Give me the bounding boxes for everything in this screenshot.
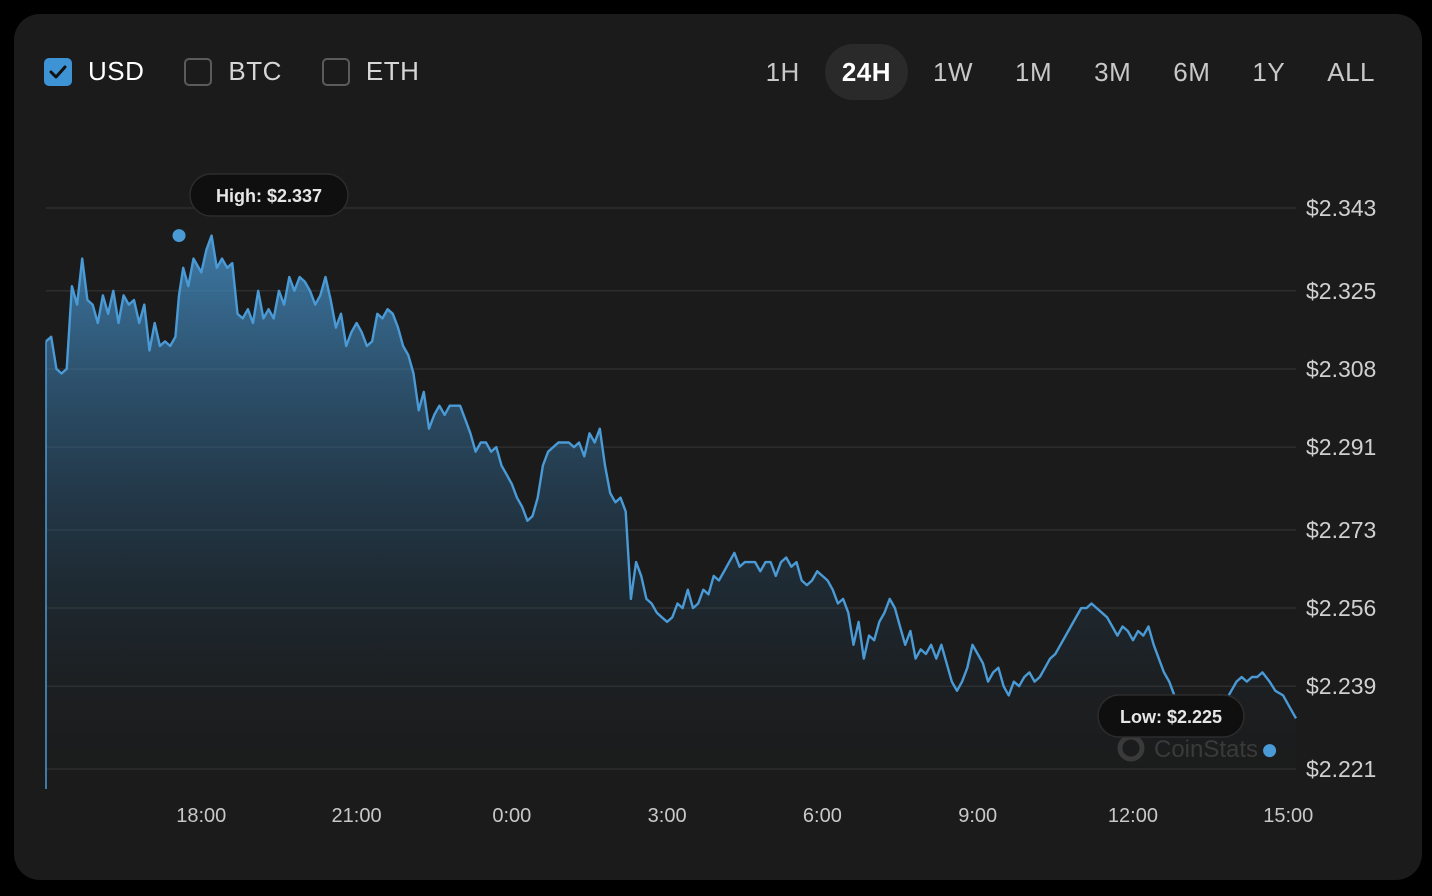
checkbox-empty-icon bbox=[184, 57, 213, 86]
range-6m-button[interactable]: 6M bbox=[1173, 56, 1211, 87]
range-1h-button[interactable]: 1H bbox=[765, 56, 800, 87]
y-tick-label: $2.343 bbox=[1306, 195, 1376, 221]
currency-label: USD bbox=[88, 56, 145, 86]
currency-label: ETH bbox=[365, 56, 420, 86]
x-tick-label: 12:00 bbox=[1108, 805, 1158, 827]
x-tick-label: 6:00 bbox=[803, 805, 842, 827]
x-tick-label: 21:00 bbox=[332, 805, 382, 827]
price-chart-card: USD BTC ETH 1H 24H 1W 1M 3M 6M 1Y ALL bbox=[14, 14, 1422, 880]
watermark-text: CoinStats bbox=[1154, 736, 1258, 763]
x-tick-label: 15:00 bbox=[1263, 805, 1313, 827]
time-range-selector: 1H 24H 1W 1M 3M 6M 1Y ALL bbox=[741, 44, 1392, 100]
high-low-markers: High: $2.337 Low: $2.225 bbox=[172, 173, 1277, 758]
y-tick-label: $2.256 bbox=[1306, 595, 1376, 621]
currency-eth-checkbox[interactable]: ETH bbox=[321, 56, 420, 87]
range-3m-button[interactable]: 3M bbox=[1094, 56, 1132, 87]
y-tick-label: $2.325 bbox=[1306, 278, 1376, 304]
y-tick-label: $2.291 bbox=[1306, 434, 1376, 460]
range-all-button[interactable]: ALL bbox=[1327, 56, 1375, 87]
x-tick-label: 9:00 bbox=[958, 805, 997, 827]
price-area bbox=[45, 234, 1298, 790]
currency-label: BTC bbox=[228, 56, 282, 86]
checkbox-empty-icon bbox=[321, 57, 350, 86]
high-point bbox=[172, 229, 186, 243]
coinstats-watermark: CoinStats bbox=[1117, 734, 1258, 763]
range-1w-button[interactable]: 1W bbox=[933, 56, 974, 87]
x-tick-label: 18:00 bbox=[176, 805, 226, 827]
x-tick-label: 0:00 bbox=[492, 805, 531, 827]
y-tick-label: $2.273 bbox=[1306, 517, 1376, 543]
checkbox-checked-icon bbox=[44, 57, 72, 86]
currency-btc-checkbox[interactable]: BTC bbox=[184, 56, 282, 87]
low-label-pill bbox=[1097, 694, 1245, 738]
x-tick-label: 3:00 bbox=[648, 805, 687, 827]
currency-selector: USD BTC ETH bbox=[44, 56, 459, 87]
currency-usd-checkbox[interactable]: USD bbox=[44, 56, 144, 87]
low-label: Low: $2.225 bbox=[1120, 707, 1222, 727]
y-tick-label: $2.239 bbox=[1306, 673, 1376, 699]
high-label: High: $2.337 bbox=[216, 186, 322, 206]
y-axis-ticks: $2.343 $2.325 $2.308 $2.291 $2.273 $2.256 $2.2… bbox=[1306, 195, 1376, 782]
range-1m-button[interactable]: 1M bbox=[1015, 56, 1053, 87]
x-axis-ticks: 18:00 21:00 0:00 3:00 6:00 9:00 12:00 15:00 bbox=[176, 805, 1313, 827]
low-point bbox=[1263, 744, 1277, 758]
y-tick-label: $2.221 bbox=[1306, 756, 1376, 782]
y-tick-label: $2.308 bbox=[1306, 356, 1376, 382]
price-line-usd bbox=[45, 234, 1298, 729]
price-chart[interactable]: $2.343 $2.325 $2.308 $2.291 $2.273 $2.256 $2.2… bbox=[14, 14, 1422, 880]
range-24h-button[interactable]: 24H bbox=[824, 44, 909, 100]
range-1y-button[interactable]: 1Y bbox=[1252, 56, 1286, 87]
high-label-pill bbox=[189, 173, 349, 217]
price-area-fill bbox=[46, 235, 1296, 790]
